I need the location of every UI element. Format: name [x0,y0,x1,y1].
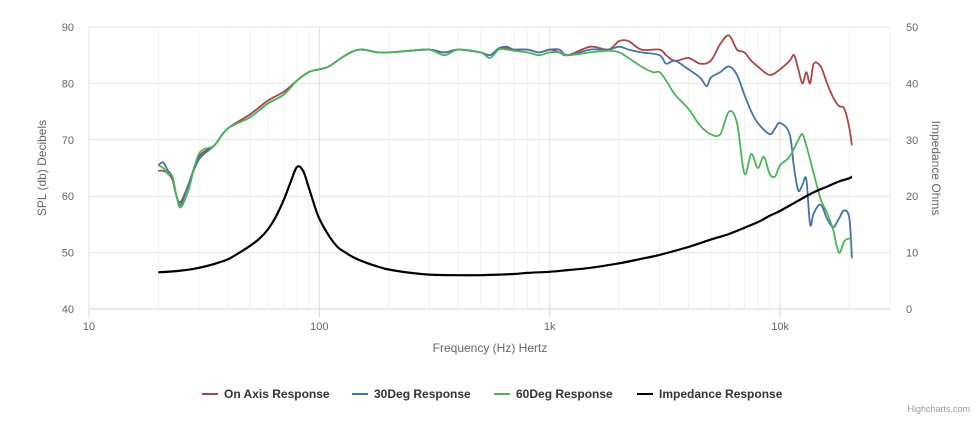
left-y-axis-ticks: 40 50 60 70 80 90 [62,22,74,316]
highcharts-credit-link[interactable]: Highcharts.com [907,404,970,414]
right-tick-label: 0 [906,304,912,316]
legend: On Axis Response 30Deg Response 60Deg Re… [202,387,783,401]
right-tick-label: 20 [906,191,918,203]
x-tick-label: 10k [771,321,789,333]
right-y-axis-ticks: 0 10 20 30 40 50 [906,22,918,316]
series-line-60deg[interactable] [157,47,853,254]
legend-label-on-axis: On Axis Response [224,387,330,401]
left-y-axis-title: SPL (db) Decibels [35,120,49,216]
right-y-axis-title: Impedance Ohms [929,121,943,216]
left-tick-label: 60 [62,191,74,203]
x-axis-ticks: 10 100 1k 10k [83,309,789,333]
legend-item-30deg[interactable]: 30Deg Response [352,387,471,401]
left-tick-label: 90 [62,22,74,34]
right-tick-label: 50 [906,22,918,34]
legend-item-on-axis[interactable]: On Axis Response [202,387,330,401]
legend-label-30deg: 30Deg Response [374,387,471,401]
horizontal-gridlines [89,26,890,254]
right-tick-label: 30 [906,135,918,147]
x-tick-label: 10 [83,321,95,333]
x-tick-label: 1k [544,321,556,333]
left-tick-label: 70 [62,135,74,147]
x-axis-title: Frequency (Hz) Hertz [433,341,548,355]
legend-label-impedance: Impedance Response [659,387,783,401]
x-tick-label: 100 [310,321,328,333]
right-tick-label: 40 [906,78,918,90]
series-line-impedance[interactable] [158,165,853,277]
right-tick-label: 10 [906,248,918,260]
legend-item-impedance[interactable]: Impedance Response [637,387,783,401]
legend-label-60deg: 60Deg Response [516,387,613,401]
left-tick-label: 50 [62,248,74,260]
left-tick-label: 80 [62,78,74,90]
series-layer [157,34,853,277]
left-tick-label: 40 [62,304,74,316]
legend-item-60deg[interactable]: 60Deg Response [494,387,613,401]
